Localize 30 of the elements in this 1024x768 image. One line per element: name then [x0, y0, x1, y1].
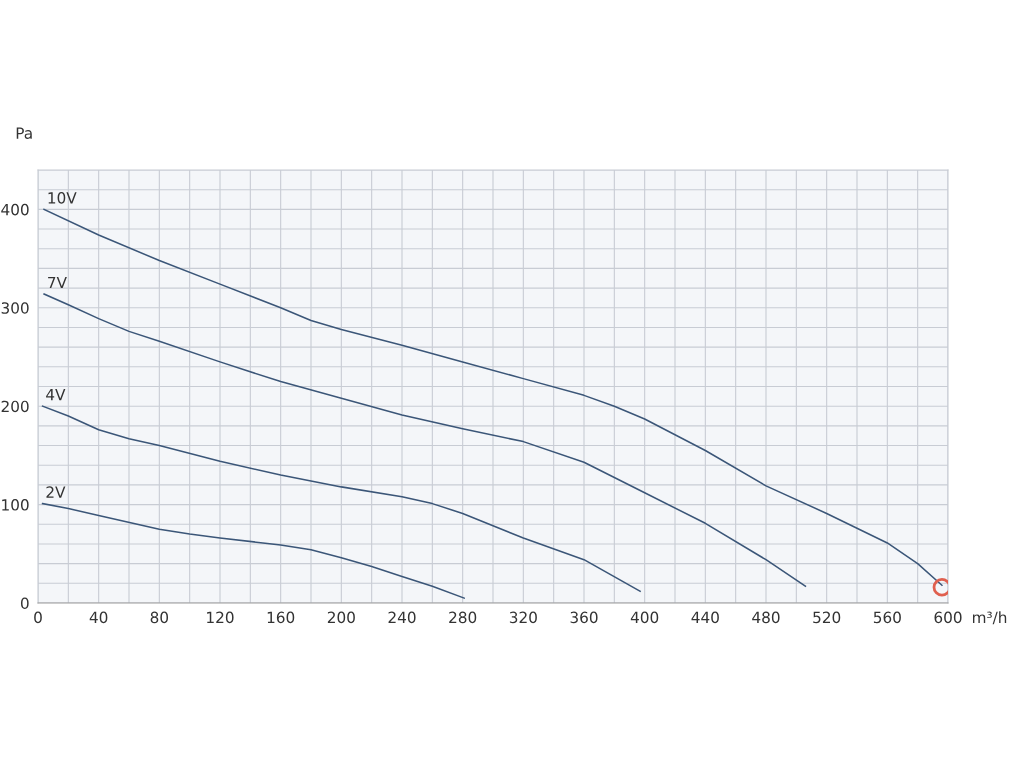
x-tick-label: 160 — [267, 611, 295, 624]
series-label: 7V — [48, 276, 67, 289]
x-tick-label: 400 — [630, 611, 659, 624]
x-tick-label: 440 — [691, 611, 719, 624]
y-tick-label: 300 — [1, 302, 29, 314]
x-tick-label: 520 — [813, 611, 841, 624]
y-tick-label: 0 — [20, 597, 29, 610]
x-tick-label: 480 — [752, 611, 780, 624]
x-tick-label: 320 — [509, 611, 537, 624]
x-tick-label: 360 — [570, 611, 598, 624]
x-tick-label: 560 — [873, 611, 901, 624]
series-label: 2V — [46, 486, 66, 498]
x-tick-label: 240 — [388, 611, 416, 624]
y-axis-title: Pa — [16, 127, 32, 139]
series-label: 10V — [48, 192, 77, 204]
x-tick-label: 120 — [207, 611, 234, 624]
x-tick-label: 40 — [89, 611, 108, 624]
x-tick-label: 80 — [150, 611, 169, 624]
x-axis-title: m³/h — [973, 611, 1007, 625]
y-tick-label: 400 — [1, 203, 29, 216]
x-tick-label: 600 — [934, 611, 962, 624]
line-series — [41, 405, 641, 592]
y-tick-label: 200 — [1, 400, 29, 413]
x-tick-label: 0 — [34, 611, 42, 624]
x-tick-label: 280 — [449, 611, 477, 624]
series-label: 4V — [46, 389, 66, 401]
line-series — [43, 293, 807, 588]
line-series — [41, 502, 465, 599]
y-tick-label: 100 — [2, 499, 29, 511]
x-tick-label: 200 — [327, 611, 355, 624]
